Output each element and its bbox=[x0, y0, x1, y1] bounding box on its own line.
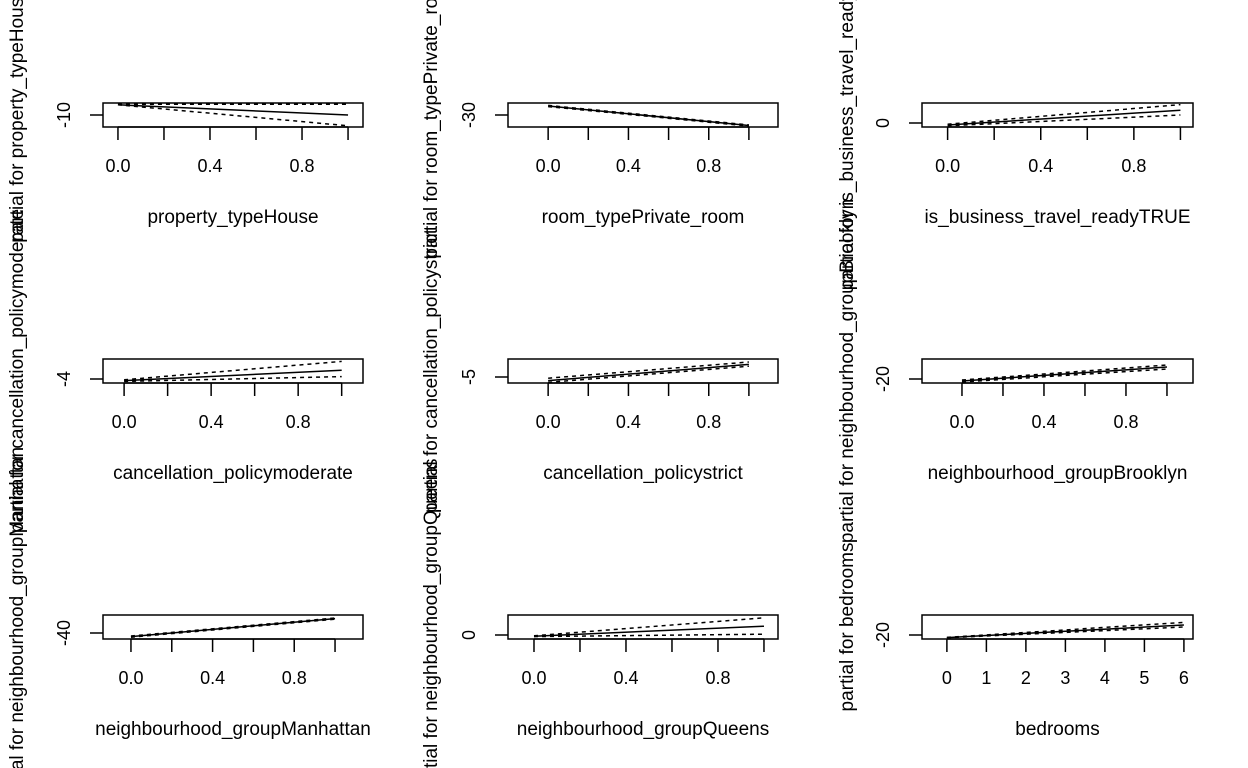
panel: 0.0 0.4 0.8 -40 neighbourhood_groupManhattan… bbox=[7, 447, 371, 768]
panel: 0.0 0.4 0.8 -10 property_typeHouse partial fo… bbox=[7, 0, 364, 243]
fit-line bbox=[533, 617, 765, 637]
y-tick-label: -10 bbox=[54, 102, 74, 128]
fit-line bbox=[946, 624, 1184, 639]
y-tick-label: -4 bbox=[54, 371, 74, 387]
y-axis-label: partial for neighbourhood_groupQueens bbox=[421, 459, 442, 768]
x-axis-label: neighbourhood_groupBrooklyn bbox=[928, 463, 1188, 484]
fit-line bbox=[130, 617, 336, 638]
y-axis-label: partial for is_business_travel_readyTRUE bbox=[837, 0, 858, 290]
fit-line bbox=[947, 109, 1181, 126]
x-tick-label: 0.8 bbox=[696, 412, 721, 432]
x-tick-label: 0.0 bbox=[521, 668, 546, 688]
fit-line bbox=[533, 633, 764, 638]
y-tick-label: -20 bbox=[873, 366, 893, 392]
y-tick-label: 0 bbox=[459, 630, 479, 640]
x-axis-label: room_typePrivate_room bbox=[542, 207, 745, 228]
y-axis-label: partial for property_typeHouse bbox=[7, 0, 28, 243]
x-tick-label: 0.4 bbox=[197, 156, 222, 176]
x-tick-label: 0.0 bbox=[536, 412, 561, 432]
panel: 0.0 0.4 0.8 -30 room_typePrivate_room partial… bbox=[421, 0, 779, 259]
x-tick-label: 0.0 bbox=[105, 156, 130, 176]
fit-line bbox=[130, 618, 336, 638]
fit-line bbox=[946, 621, 1184, 639]
x-tick-label: 0.4 bbox=[199, 412, 224, 432]
x-tick-label: 3 bbox=[1060, 668, 1070, 688]
panel: 0.0 0.4 0.8 -5 cancellation_policystrict part… bbox=[421, 228, 779, 513]
y-axis-label: partial for cancellation_policystrict bbox=[421, 228, 442, 513]
x-axis-label: neighbourhood_groupManhattan bbox=[95, 719, 371, 740]
fit-line bbox=[961, 364, 1168, 381]
fit-line bbox=[124, 369, 342, 382]
fit-line bbox=[961, 368, 1168, 383]
fit-line bbox=[117, 104, 349, 116]
x-axis-label: is_business_travel_readyTRUE bbox=[924, 207, 1190, 228]
x-tick-label: 0.8 bbox=[290, 156, 315, 176]
x-tick-label: 0.0 bbox=[935, 156, 960, 176]
x-axis-label: cancellation_policymoderate bbox=[113, 463, 353, 484]
fit-line bbox=[130, 617, 336, 637]
y-tick-label: -30 bbox=[459, 102, 479, 128]
x-tick-label: 0.8 bbox=[286, 412, 311, 432]
fit-line bbox=[548, 105, 749, 127]
x-tick-label: 0.4 bbox=[613, 668, 638, 688]
panel: 0.0 0.4 0.8 -4 cancellation_policymoderate pa… bbox=[7, 209, 364, 533]
fit-line bbox=[548, 363, 749, 382]
fit-line bbox=[946, 626, 1184, 639]
y-axis-label: partial for neighbourhood_groupManhattan bbox=[7, 447, 28, 768]
x-tick-label: 0.4 bbox=[1031, 412, 1056, 432]
x-tick-label: 6 bbox=[1179, 668, 1189, 688]
x-tick-label: 0.8 bbox=[705, 668, 730, 688]
fit-line bbox=[533, 625, 765, 637]
y-tick-label: 0 bbox=[873, 118, 893, 128]
x-tick-label: 0.0 bbox=[112, 412, 137, 432]
x-tick-label: 1 bbox=[981, 668, 991, 688]
panel: 0.0 0.4 0.8 -20 neighbourhood_groupBrooklyn p… bbox=[837, 199, 1194, 543]
x-tick-label: 0.8 bbox=[1121, 156, 1146, 176]
x-tick-label: 0.8 bbox=[282, 668, 307, 688]
fit-line bbox=[947, 103, 1181, 125]
x-tick-label: 0 bbox=[942, 668, 952, 688]
x-tick-label: 0.4 bbox=[616, 156, 641, 176]
x-tick-label: 0.4 bbox=[200, 668, 225, 688]
fit-line bbox=[548, 104, 749, 126]
plot-box bbox=[507, 358, 779, 384]
x-tick-label: 0.4 bbox=[616, 412, 641, 432]
x-axis-label: bedrooms bbox=[1015, 719, 1100, 740]
x-tick-label: 0.8 bbox=[696, 156, 721, 176]
fit-line bbox=[961, 366, 1168, 382]
x-tick-label: 2 bbox=[1021, 668, 1031, 688]
x-axis-label: cancellation_policystrict bbox=[543, 463, 743, 484]
y-axis-label: partial for bedrooms bbox=[837, 543, 858, 712]
fit-line bbox=[548, 361, 749, 379]
x-tick-label: 4 bbox=[1100, 668, 1110, 688]
panel: 0.0 0.4 0.8 0 is_business_travel_readyTRUE pa… bbox=[837, 0, 1194, 290]
fit-line bbox=[548, 365, 749, 384]
x-axis-label: neighbourhood_groupQueens bbox=[517, 719, 770, 740]
x-tick-label: 0.4 bbox=[1028, 156, 1053, 176]
fit-line bbox=[117, 104, 349, 127]
fit-line bbox=[947, 114, 1181, 127]
panel: 0.0 0.4 0.8 0 neighbourhood_groupQueens parti… bbox=[421, 459, 779, 768]
y-tick-label: -20 bbox=[873, 622, 893, 648]
panel: 0 1 2 3 4 5 6 -20 bedrooms partial for bedrooms bbox=[837, 543, 1194, 740]
x-tick-label: 0.0 bbox=[536, 156, 561, 176]
y-axis-label: partial for cancellation_policymoderate bbox=[7, 209, 28, 533]
y-axis-label: partial for neighbourhood_groupBrooklyn bbox=[837, 199, 858, 543]
y-axis-label: partial for room_typePrivate_room bbox=[421, 0, 442, 259]
x-tick-label: 0.0 bbox=[118, 668, 143, 688]
y-tick-label: -40 bbox=[54, 620, 74, 646]
x-axis-label: property_typeHouse bbox=[147, 207, 318, 228]
x-tick-label: 0.0 bbox=[949, 412, 974, 432]
x-tick-label: 5 bbox=[1139, 668, 1149, 688]
x-tick-label: 0.8 bbox=[1113, 412, 1138, 432]
y-tick-label: -5 bbox=[459, 369, 479, 385]
